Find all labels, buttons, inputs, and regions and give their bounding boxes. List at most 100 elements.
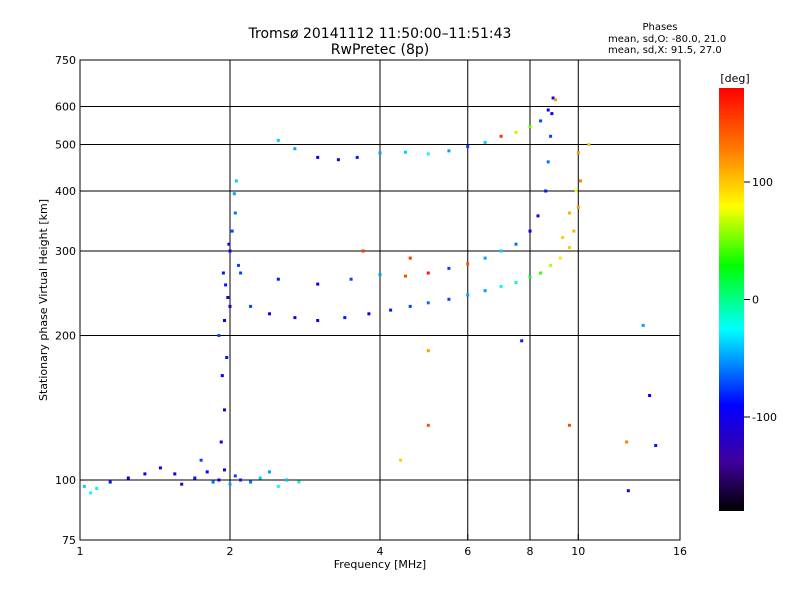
data-point [249, 304, 253, 308]
data-point [551, 96, 555, 100]
data-point [316, 155, 320, 159]
data-point [199, 458, 203, 462]
data-point [528, 229, 532, 233]
data-point [349, 277, 353, 281]
data-point [539, 119, 543, 123]
y-axis-label: Stationary phase Virtual Height [km] [37, 199, 50, 401]
data-point [641, 323, 645, 327]
data-point [219, 440, 223, 444]
data-points [82, 96, 658, 495]
data-point [237, 263, 240, 267]
data-point [466, 262, 470, 266]
x-tick-label: 1 [77, 545, 84, 558]
data-point [217, 334, 221, 337]
data-point [239, 478, 243, 482]
grid-lines [80, 60, 680, 540]
data-point [193, 476, 197, 480]
data-point [426, 152, 430, 156]
data-point [426, 349, 430, 353]
data-point [249, 480, 253, 484]
data-point [399, 458, 403, 462]
y-tick-label: 75 [62, 534, 76, 547]
data-point [276, 484, 280, 488]
x-tick-label: 16 [673, 545, 687, 558]
data-point [626, 489, 630, 493]
colorbar-tick-label: 100 [752, 176, 773, 189]
data-point [544, 189, 548, 193]
data-point [587, 143, 591, 146]
data-point [293, 147, 297, 151]
data-point [268, 470, 271, 474]
y-tick-label: 300 [55, 245, 76, 258]
x-axis-ticks: 1 2 4 6 8 10 16 [77, 534, 687, 558]
data-point [226, 296, 230, 299]
x-tick-label: 6 [464, 545, 471, 558]
data-point [654, 444, 658, 447]
data-point [447, 266, 451, 270]
data-point [514, 281, 518, 284]
data-point [223, 408, 226, 412]
data-point [293, 316, 297, 320]
data-point [574, 189, 578, 193]
data-point [426, 271, 430, 275]
data-point [367, 312, 371, 316]
y-tick-label: 750 [55, 54, 76, 67]
data-point [483, 256, 487, 260]
data-point [378, 151, 382, 155]
stats-header: Phases [642, 22, 677, 33]
stats-line-x: mean, sd,X: 91.5, 27.0 [608, 45, 722, 56]
data-point [217, 478, 221, 482]
data-point [408, 256, 412, 260]
data-point [285, 478, 289, 482]
data-point [95, 487, 99, 490]
data-point [546, 160, 550, 164]
data-point [404, 150, 407, 154]
data-point [276, 138, 280, 142]
data-point [239, 271, 243, 275]
data-point [389, 308, 393, 312]
data-point [355, 155, 359, 159]
y-tick-label: 600 [55, 101, 76, 114]
data-point [550, 112, 554, 116]
data-point [228, 304, 232, 308]
data-point [558, 256, 562, 260]
data-point [89, 491, 93, 495]
data-point [520, 339, 524, 343]
data-point [221, 271, 225, 275]
x-tick-label: 2 [227, 545, 234, 558]
data-point [578, 179, 582, 183]
data-point [228, 249, 232, 253]
data-point [343, 316, 347, 320]
data-point [483, 140, 487, 144]
y-tick-label: 500 [55, 139, 76, 152]
data-point [268, 312, 271, 316]
colorbar-ticks: 100 0 -100 [744, 176, 777, 424]
data-point [549, 263, 553, 267]
data-point [568, 211, 571, 215]
data-point [572, 229, 576, 233]
data-point [180, 482, 184, 486]
data-point [576, 205, 580, 209]
data-point [316, 319, 320, 322]
y-tick-label: 100 [55, 474, 76, 487]
data-point [223, 319, 226, 322]
x-tick-label: 8 [527, 545, 534, 558]
data-point [230, 229, 234, 233]
data-point [426, 423, 430, 427]
colorbar-tick-label: -100 [752, 411, 777, 424]
data-point [466, 293, 470, 297]
data-point [233, 474, 237, 478]
stats-line-o: mean, sd,O: -80.0, 21.0 [608, 34, 726, 45]
data-point [143, 472, 147, 476]
data-point [568, 423, 571, 427]
y-axis-ticks: 75 100 200 300 400 500 600 750 [55, 54, 86, 547]
data-point [466, 145, 470, 149]
data-point [228, 482, 232, 486]
x-tick-label: 4 [377, 545, 384, 558]
data-point [173, 472, 177, 476]
data-point [316, 282, 320, 286]
data-point [297, 480, 301, 484]
data-point [648, 394, 652, 397]
